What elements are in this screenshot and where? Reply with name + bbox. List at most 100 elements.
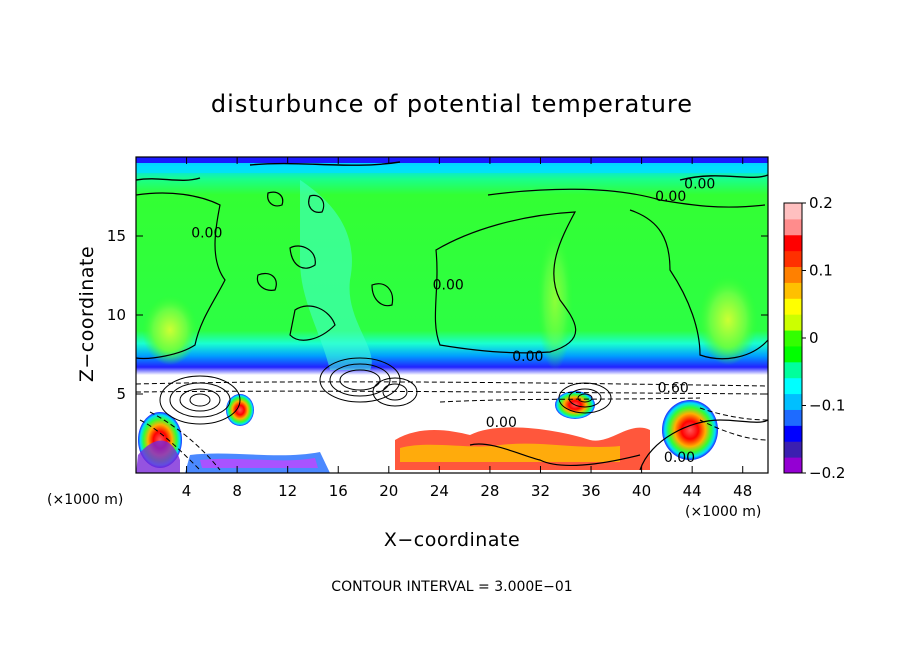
vortex-center-ring [319, 357, 401, 403]
y-tick-label: 10 [107, 306, 126, 324]
lower-warm-core [400, 443, 620, 462]
cyan-plume [300, 180, 372, 370]
dashed-contour [149, 411, 221, 471]
negative-contours [136, 381, 768, 471]
contour-island-4 [371, 283, 394, 307]
vortex-left-ring [189, 393, 211, 407]
vortex-right-ring [577, 393, 593, 403]
contour-island-6 [308, 194, 325, 213]
colorbar-ticks: 0.2 0.1 0 −0.1 −0.2 [802, 194, 845, 482]
y-axis-label: Z−coordinate [76, 246, 98, 382]
contour-label: 0.00 [191, 226, 222, 242]
colorbar-swatch [784, 314, 802, 331]
hot-spot-right [662, 400, 718, 460]
colorbar-tick-label: 0.2 [809, 194, 833, 212]
colorbar-swatch [784, 298, 802, 315]
contour-right [629, 209, 768, 360]
x-tick-label: 4 [182, 482, 192, 500]
colorbar-swatch [784, 393, 802, 410]
x-tick-label: 8 [232, 482, 242, 500]
lower-magenta-band [200, 458, 318, 468]
contour-label: 0.00 [512, 349, 543, 365]
colorbar-swatch [784, 457, 802, 474]
contour-island-5 [267, 191, 284, 207]
potential-temperature-field [136, 157, 768, 473]
contour-label: 0.60 [658, 380, 689, 396]
colorbar-swatch [784, 330, 802, 347]
x-tick-label: 36 [581, 482, 600, 500]
x-axis-label: X−coordinate [384, 529, 520, 551]
contour-island-3 [256, 272, 277, 291]
contour-label: 0.00 [684, 177, 715, 193]
colorbar-swatch [784, 266, 802, 283]
vortex-left-ring [159, 375, 241, 425]
dashed-contour [699, 407, 768, 421]
colorbar-tick-label: −0.1 [809, 397, 845, 415]
vortex-left-ring [179, 388, 221, 412]
dashed-contour [439, 397, 701, 403]
vortex-right-ring [568, 388, 602, 408]
y-tick-label: 15 [107, 227, 126, 245]
colorbar-swatch [784, 218, 802, 236]
contour-lower [469, 443, 641, 467]
contour-left [136, 192, 226, 360]
x-tick-label: 48 [733, 482, 752, 500]
colorbar-swatch [784, 203, 802, 220]
colorbar-swatch [784, 282, 802, 299]
vortex-right-ring [558, 382, 612, 414]
light-green-patch-left [142, 295, 198, 365]
light-green-patch-right [698, 275, 758, 365]
y-tick-label: 5 [116, 385, 126, 403]
x-tick-label: 20 [379, 482, 398, 500]
chart-title: disturbunce of potential temperature [211, 90, 693, 118]
light-green-column [537, 230, 573, 370]
x-tick-label: 40 [632, 482, 651, 500]
x-tick-label: 28 [480, 482, 499, 500]
colorbar-swatch [784, 250, 802, 268]
colorbar-tick-label: −0.2 [809, 464, 845, 482]
contour-label: 0.00 [664, 450, 695, 466]
top-band [136, 157, 768, 163]
y-axis-ticks: 5 10 15 [107, 227, 768, 403]
lower-left-purple [136, 440, 180, 473]
colorbar-swatch [784, 345, 802, 363]
dashed-contour [136, 390, 768, 395]
contour-labels: 0.000.000.000.000.000.600.000.00 [191, 177, 715, 466]
colorbar-tick-label: 0.1 [809, 262, 833, 280]
x-unit-left: (×1000 m) [47, 492, 123, 508]
x-tick-label: 44 [683, 482, 702, 500]
dashed-contour [136, 381, 768, 387]
top-cyan-band [136, 163, 768, 173]
vortex-center-ring [339, 369, 381, 391]
contour-label: 0.00 [433, 278, 464, 294]
x-axis-ticks: 4 8 12 16 20 24 28 32 36 40 44 48 [182, 157, 752, 500]
colorbar [784, 203, 802, 474]
vortex-center-ring [382, 383, 408, 401]
dashed-contour [139, 419, 201, 471]
top-contours [136, 161, 768, 181]
colorbar-swatch [784, 234, 802, 252]
x-tick-label: 24 [430, 482, 449, 500]
colorbar-swatch [784, 441, 802, 458]
x-tick-label: 16 [329, 482, 348, 500]
contour-island-1 [289, 305, 336, 341]
x-tick-label: 32 [531, 482, 550, 500]
contour-lower-right [639, 419, 768, 471]
contour-label: 0.00 [486, 415, 517, 431]
contour-interval-note: CONTOUR INTERVAL = 3.000E−01 [331, 579, 572, 595]
dashed-contour [699, 419, 768, 441]
contour-top [487, 188, 766, 208]
colorbar-swatch [784, 361, 802, 379]
colorbar-swatch [784, 409, 802, 426]
colorbar-tick-label: 0 [809, 329, 819, 347]
colorbar-swatch [784, 377, 802, 395]
x-unit-right: (×1000 m) [685, 504, 761, 520]
contour-center [434, 211, 577, 354]
colorbar-swatch [784, 425, 802, 442]
zero-contours [136, 188, 768, 471]
contour-label: 0.00 [655, 189, 686, 205]
x-tick-label: 12 [278, 482, 297, 500]
hot-spot-small [226, 394, 254, 426]
contour-island-2 [289, 245, 316, 269]
